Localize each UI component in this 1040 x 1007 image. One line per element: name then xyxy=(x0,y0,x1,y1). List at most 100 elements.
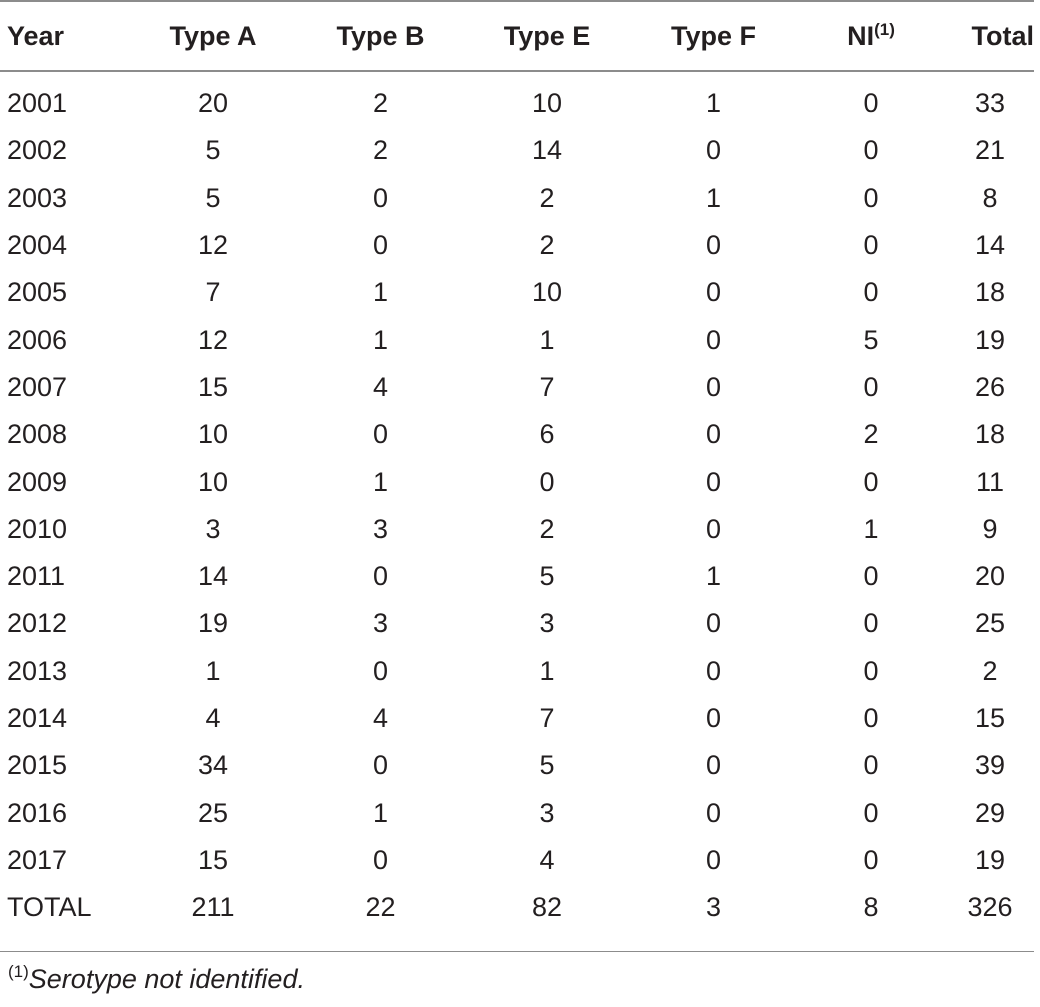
column-header-type-f: Type F xyxy=(670,20,756,51)
table-row: 2013 1 0 1 0 0 2 xyxy=(0,648,1034,695)
cell-type-e: 2 xyxy=(539,182,555,213)
cell-total: 8 xyxy=(982,182,998,213)
cell-total: 26 xyxy=(974,371,1006,402)
cell-type-b: 0 xyxy=(372,844,389,875)
table-bottom-rule xyxy=(0,951,1034,952)
cell-year: 2017 xyxy=(7,844,68,875)
cell-total: 21 xyxy=(974,135,1006,166)
cell-type-f: 3 xyxy=(705,892,722,923)
cell-type-f: 1 xyxy=(705,561,722,592)
cell-type-a: 5 xyxy=(205,182,221,213)
cell-ni: 0 xyxy=(863,655,879,686)
table-row: 2017 15 0 4 0 0 19 xyxy=(0,837,1034,884)
cell-ni: 0 xyxy=(863,88,879,119)
column-header-type-e: Type E xyxy=(503,20,591,51)
table-row: 2006 12 1 1 0 5 19 xyxy=(0,316,1034,363)
cell-ni: 0 xyxy=(863,371,879,402)
cell-type-f: 0 xyxy=(705,277,722,308)
cell-type-f: 0 xyxy=(705,419,722,450)
cell-type-b: 3 xyxy=(372,513,389,544)
cell-ni: 2 xyxy=(863,419,879,450)
cell-ni: 8 xyxy=(863,892,879,923)
cell-type-f: 1 xyxy=(705,182,722,213)
cell-year: 2014 xyxy=(7,703,68,733)
cell-ni: 0 xyxy=(863,182,879,213)
cell-ni: 0 xyxy=(863,703,879,733)
cell-year: 2015 xyxy=(7,750,68,781)
cell-type-e: 7 xyxy=(539,371,555,402)
cell-type-f: 0 xyxy=(705,844,722,875)
footnote-marker: (1) xyxy=(8,962,29,981)
table-row: 2012 19 3 3 0 0 25 xyxy=(0,600,1034,647)
table-row: 2007 15 4 7 0 0 26 xyxy=(0,364,1034,411)
cell-ni: 0 xyxy=(863,466,879,497)
cell-total: 29 xyxy=(974,797,1006,828)
cell-type-e: 2 xyxy=(539,230,555,261)
cell-type-e: 10 xyxy=(531,88,563,119)
cell-type-f: 0 xyxy=(705,703,722,733)
cell-type-b: 1 xyxy=(372,277,389,308)
cell-type-e: 3 xyxy=(539,608,555,639)
cell-year: 2002 xyxy=(7,135,68,166)
cell-total: 11 xyxy=(975,466,1005,497)
cell-type-a: 12 xyxy=(197,324,229,355)
cell-type-f: 0 xyxy=(705,513,722,544)
cell-ni: 0 xyxy=(863,561,879,592)
cell-type-a: 14 xyxy=(197,561,229,592)
cell-type-f: 0 xyxy=(705,135,722,166)
cell-ni: 0 xyxy=(863,277,879,308)
cell-type-b: 4 xyxy=(372,703,389,733)
cell-type-a: 34 xyxy=(197,750,229,781)
cell-year: 2012 xyxy=(7,608,68,639)
cell-type-b: 1 xyxy=(372,466,389,497)
cell-type-a: 5 xyxy=(205,135,221,166)
cell-type-f: 1 xyxy=(705,88,722,119)
cell-type-b: 1 xyxy=(372,797,389,828)
cell-type-b: 22 xyxy=(365,892,396,923)
table-row: 2004 12 0 2 0 0 14 xyxy=(0,222,1034,269)
cell-ni: 0 xyxy=(863,135,879,166)
ni-label: NI xyxy=(847,20,875,51)
table-row: 2011 14 0 5 1 0 20 xyxy=(0,553,1034,600)
cell-year: 2009 xyxy=(7,466,68,497)
table-row: 2014 4 4 7 0 0 15 xyxy=(0,695,1034,742)
column-header-type-b: Type B xyxy=(336,20,425,51)
cell-year: 2001 xyxy=(7,88,68,119)
cell-type-f: 0 xyxy=(705,797,722,828)
cell-type-e: 0 xyxy=(539,466,555,497)
cell-type-a: 1 xyxy=(205,655,221,686)
cell-type-f: 0 xyxy=(705,655,722,686)
footnote-text: Serotype not identified. xyxy=(28,964,305,994)
table-body: 2001 20 2 10 1 0 33 2002 5 2 14 0 0 21 2003 5 0 2 1 0 8 2004 1… xyxy=(0,72,1034,931)
table-row: 2008 10 0 6 0 2 18 xyxy=(0,411,1034,458)
cell-type-a: 4 xyxy=(205,703,221,733)
cell-type-a: 15 xyxy=(197,844,229,875)
cell-total: 18 xyxy=(974,277,1006,308)
cell-year: 2016 xyxy=(7,797,68,828)
table-row: 2003 5 0 2 1 0 8 xyxy=(0,175,1034,222)
table-row: 2015 34 0 5 0 0 39 xyxy=(0,742,1034,789)
total-row: TOTAL 211 22 82 3 8 326 xyxy=(0,884,1034,931)
cell-type-f: 0 xyxy=(705,324,722,355)
cell-ni: 0 xyxy=(863,230,879,261)
cell-ni: 0 xyxy=(863,608,879,639)
cell-type-f: 0 xyxy=(705,608,722,639)
cell-type-b: 2 xyxy=(372,135,389,166)
table-row: 2005 7 1 10 0 0 18 xyxy=(0,269,1034,316)
header-row: Year Type A Type B Type E Type F NI(1) T… xyxy=(0,0,1034,72)
cell-total: 2 xyxy=(982,655,998,686)
cell-type-a: 15 xyxy=(197,371,229,402)
cell-year: 2007 xyxy=(7,371,68,402)
cell-type-e: 7 xyxy=(539,703,555,733)
cell-year: 2013 xyxy=(7,655,68,686)
cell-type-e: 14 xyxy=(531,135,563,166)
cell-type-a: 12 xyxy=(197,230,229,261)
cell-type-e: 1 xyxy=(539,655,555,686)
table-row: 2001 20 2 10 1 0 33 xyxy=(0,72,1034,127)
cell-total: 19 xyxy=(974,844,1006,875)
serotype-table: Year Type A Type B Type E Type F NI(1) T… xyxy=(0,0,1034,931)
table-row: 2010 3 3 2 0 1 9 xyxy=(0,506,1034,553)
footnote: (1)Serotype not identified. xyxy=(8,962,305,995)
cell-ni: 5 xyxy=(863,324,879,355)
cell-type-a: 10 xyxy=(197,419,229,450)
